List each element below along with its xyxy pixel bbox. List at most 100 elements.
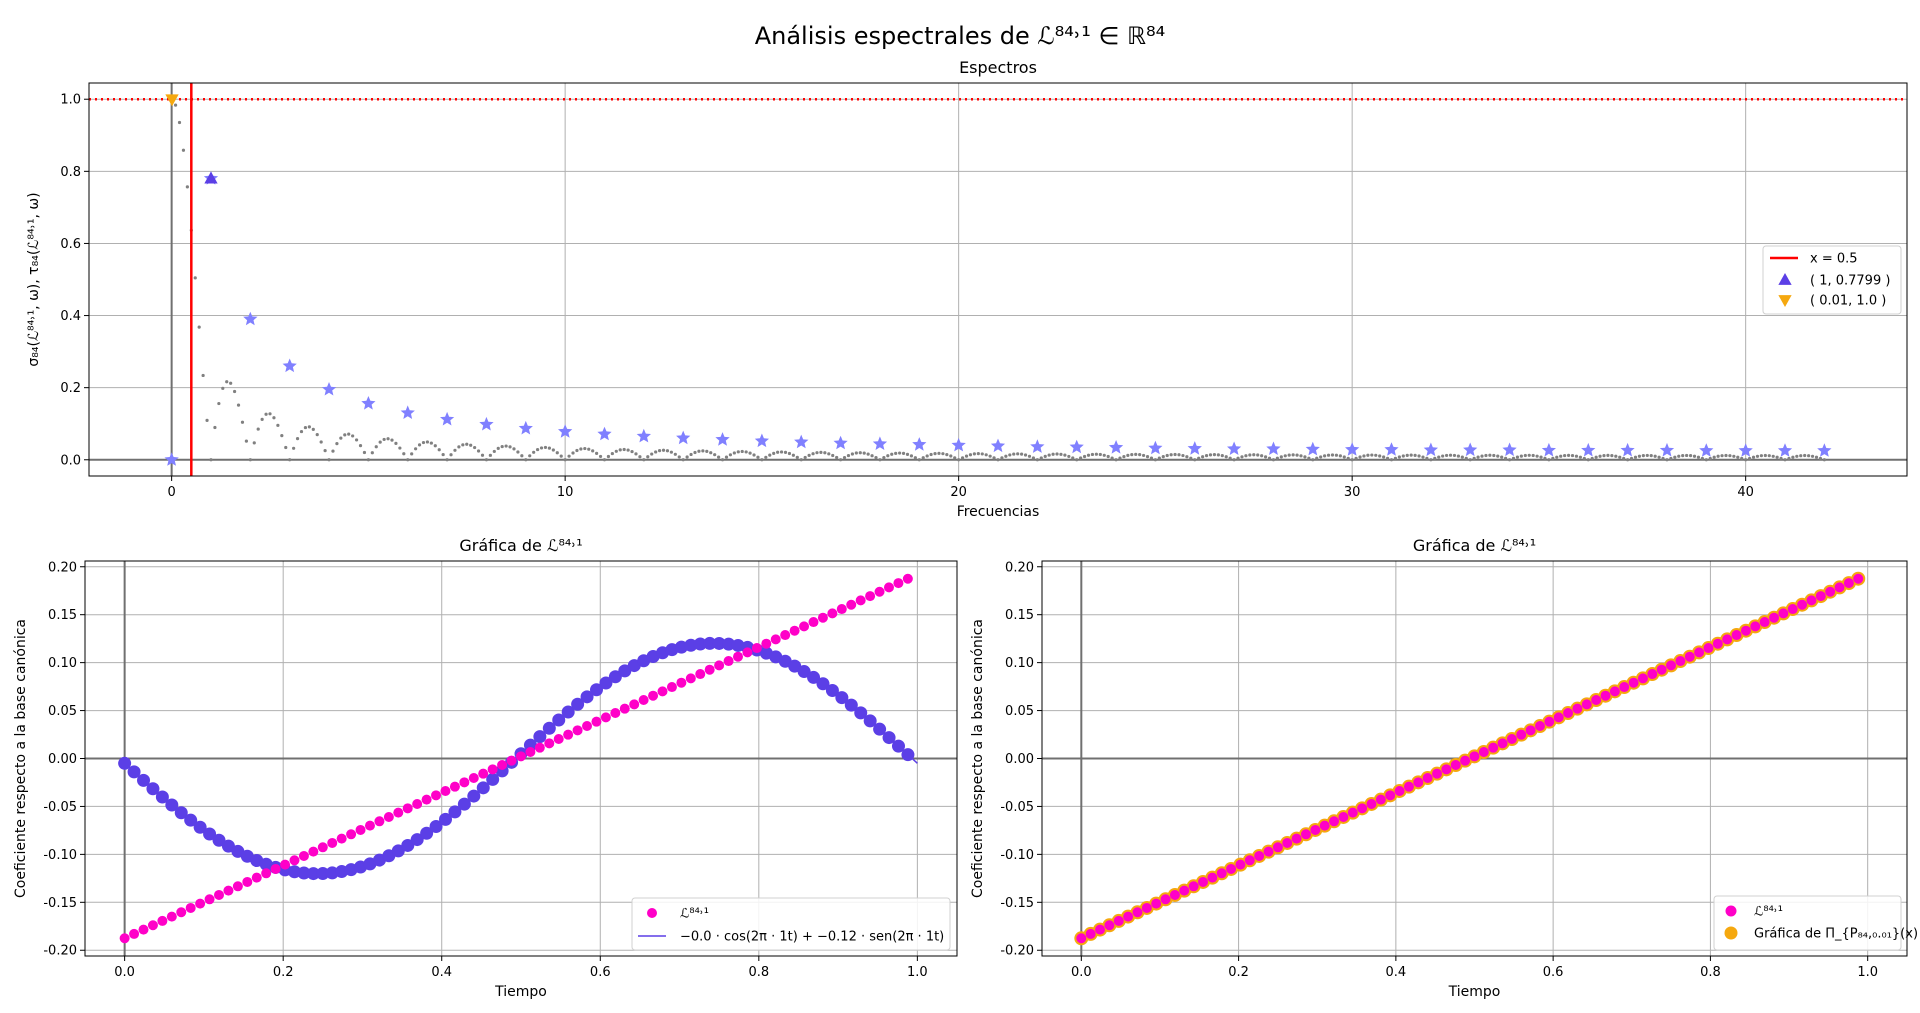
spectrum-point [764, 455, 768, 459]
signal-point [213, 889, 224, 900]
spectrum-point [1393, 456, 1398, 460]
y-tick-label: 1.0 [60, 93, 81, 108]
signal-point [1712, 638, 1723, 649]
signal-point [742, 647, 753, 658]
spectrum-point [535, 447, 540, 452]
sinusoid-point [165, 798, 179, 812]
spectrum-point [1417, 454, 1421, 458]
spectrum-point [1212, 453, 1217, 457]
spectrum-point [173, 103, 178, 107]
spectrum-point [1747, 456, 1752, 461]
spectrum-point [461, 443, 465, 447]
spectrum-point [1153, 458, 1158, 462]
x-tick-label: 0.8 [1700, 965, 1721, 980]
y-tick-label: 0.15 [48, 608, 77, 623]
x-tick-label: 0.4 [431, 965, 452, 980]
sinusoid-point [137, 773, 151, 787]
signal-point [1722, 634, 1733, 645]
spectrum-point [1055, 452, 1059, 456]
sinusoid-point [882, 731, 896, 745]
spectrum-point [1374, 453, 1378, 457]
spectrum-point [331, 449, 335, 453]
spectrum-point [1590, 456, 1594, 461]
spectrum-point [1031, 456, 1036, 460]
spectrum-point [1173, 452, 1177, 457]
signal-point [1441, 764, 1452, 775]
spectrum-point [642, 458, 646, 462]
sinusoid-point [467, 789, 481, 803]
spectrum-star [558, 424, 573, 438]
y-tick-label: 0.0 [60, 453, 81, 468]
sinusoid-point [608, 670, 622, 684]
signal-point [478, 768, 489, 779]
sinusoid-point [693, 637, 707, 651]
sinusoid-point [589, 683, 603, 697]
spectrum-point [1720, 454, 1724, 458]
signal-point [732, 651, 743, 662]
y-tick-label: 0.8 [60, 165, 81, 180]
spectrum-point [1193, 458, 1197, 462]
spectrum-point [1759, 454, 1764, 458]
signal-point [1553, 712, 1564, 723]
spectrum-point [909, 454, 914, 458]
spectrum-point [815, 451, 819, 455]
spectrum-point [760, 458, 764, 462]
spectrum-point [957, 458, 961, 462]
spectrum-point [1043, 454, 1047, 458]
spectrum-point [945, 453, 949, 457]
spectrum-point [406, 458, 410, 462]
spectrum-point [177, 120, 182, 125]
y-tick-label: -0.10 [43, 848, 77, 863]
spectrum-point [1763, 453, 1767, 458]
sinusoid-point [212, 833, 226, 847]
spectrum-point [1267, 456, 1272, 460]
signal-point [1113, 915, 1124, 926]
signal-point [855, 595, 866, 606]
sinusoid-point [561, 705, 575, 719]
spectrum-point [1157, 456, 1161, 460]
spectrum-point [1523, 453, 1527, 458]
spectrum-point [811, 452, 815, 456]
spectrum-point [831, 453, 835, 458]
signal-point [1619, 682, 1630, 693]
spectrum-point [1712, 455, 1716, 459]
spectrum-point [1047, 453, 1051, 457]
spectrum-point [512, 447, 516, 451]
signal-point [1422, 772, 1433, 783]
signal-point [817, 612, 828, 623]
spectrum-point [1626, 458, 1630, 462]
sinusoid-point [429, 819, 443, 833]
spectrum-point [740, 449, 744, 454]
signal-point [1235, 859, 1246, 870]
signal-point [629, 699, 640, 710]
spectrum-point [1732, 454, 1736, 458]
spectrum-point [929, 452, 933, 457]
sinusoid-point [221, 839, 235, 853]
spectrum-point [1696, 455, 1701, 459]
spectrum-point [1283, 454, 1287, 458]
spectrum-point [842, 455, 847, 460]
spectrum-point [1389, 458, 1394, 462]
spectrum-star [872, 436, 888, 450]
signal-point [610, 708, 621, 719]
spectrum-point [1456, 454, 1461, 458]
spectrum-star [282, 358, 297, 373]
spectrum-star [1699, 443, 1714, 457]
sinusoid-point [410, 833, 424, 847]
y-tick-label: 0.6 [60, 237, 81, 252]
sinusoid-point [420, 826, 434, 840]
spectrum-point [591, 449, 595, 453]
spectrum-point [917, 458, 921, 462]
spectrum-point [268, 412, 272, 416]
spectrum-point [1692, 454, 1697, 458]
signal-point [1132, 907, 1143, 918]
legend-label: ℒ⁸⁴˒¹ [1754, 905, 1783, 920]
spectrum-point [1795, 454, 1799, 458]
signal-point [1198, 876, 1209, 887]
signal-point [1310, 824, 1321, 835]
signal-point [242, 876, 253, 887]
x-tick-label: 10 [557, 485, 574, 500]
sinusoid-point [486, 772, 500, 786]
spectrum-point [445, 458, 449, 462]
sinusoid-point [807, 670, 821, 684]
